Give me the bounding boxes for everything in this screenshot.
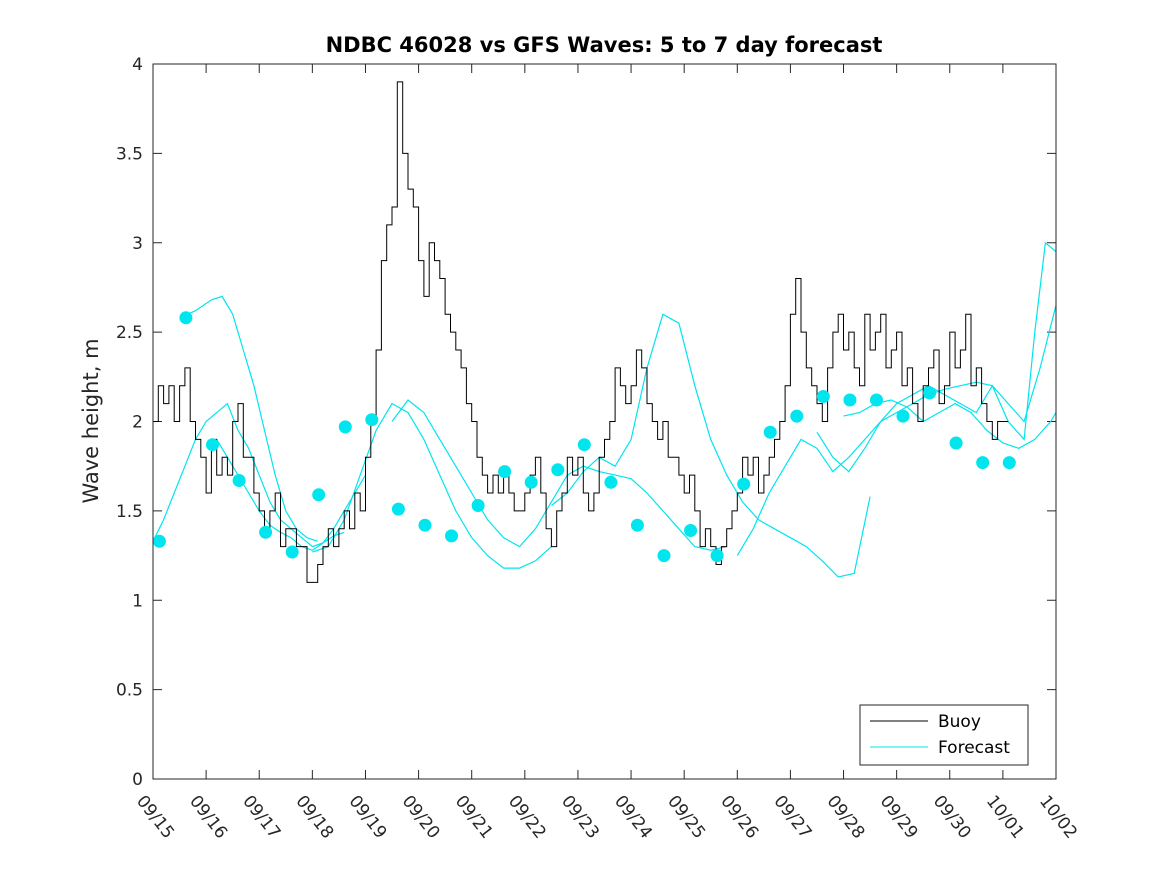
forecast-marker: [923, 386, 937, 400]
y-tick-label: 4: [132, 55, 143, 75]
x-tick-label: 09/22: [504, 792, 550, 843]
x-tick-label: 09/20: [398, 792, 444, 843]
y-tick-label: 0: [132, 770, 143, 790]
forecast-marker: [949, 436, 963, 450]
forecast-marker: [604, 475, 618, 489]
forecast-marker: [551, 463, 565, 477]
forecast-marker: [1002, 456, 1016, 470]
forecast-series-line: [551, 313, 871, 578]
chart-title: NDBC 46028 vs GFS Waves: 5 to 7 day fore…: [326, 33, 883, 57]
x-tick-label: 09/23: [557, 792, 603, 843]
x-tick-label: 10/01: [982, 792, 1028, 843]
forecast-marker: [365, 413, 379, 427]
forecast-marker: [312, 488, 326, 502]
forecast-marker: [684, 524, 698, 537]
forecast-marker: [630, 518, 644, 532]
y-tick-labels: 0 0.5 1 1.5 2 2.5 3 3.5 4: [116, 55, 143, 790]
x-tick-label: 09/17: [238, 792, 284, 843]
forecast-marker: [259, 525, 273, 539]
forecast-marker: [763, 425, 777, 439]
y-tick-label: 3.5: [116, 144, 143, 164]
forecast-series-line: [391, 399, 727, 551]
y-tick-label: 3: [132, 234, 143, 254]
x-tick-label: 09/27: [769, 792, 815, 843]
x-tick-label: 09/25: [663, 792, 709, 843]
forecast-marker: [737, 477, 751, 491]
plot-frame: [152, 63, 1057, 780]
forecast-marker: [391, 502, 405, 516]
forecast-marker: [577, 438, 591, 452]
forecast-series-line: [736, 305, 1057, 556]
y-tick-label: 0.5: [116, 681, 143, 701]
forecast-marker: [524, 475, 538, 489]
forecast-marker: [976, 456, 990, 470]
y-axis-label: Wave height, m: [79, 338, 103, 503]
y-tick-label: 2.5: [116, 323, 143, 343]
x-tick-labels: 09/15 09/16 09/17 09/18 09/19 09/20 09/21 09/22…: [132, 792, 1081, 843]
forecast-marker: [179, 311, 193, 325]
forecast-marker: [152, 534, 166, 548]
forecast-marker: [445, 529, 458, 543]
forecast-marker: [657, 549, 671, 563]
legend-box: [859, 704, 1029, 766]
forecast-marker: [896, 409, 910, 423]
y-tick-label: 2: [132, 413, 143, 433]
x-tick-label: 09/18: [291, 792, 337, 843]
forecast-marker: [870, 393, 883, 407]
x-tick-label: 09/16: [185, 792, 231, 843]
forecast-marker: [418, 518, 432, 532]
x-tick-label: 09/19: [345, 792, 391, 843]
buoy-series-line: [153, 81, 1009, 583]
forecast-marker: [790, 409, 804, 423]
y-tick-label: 1.5: [116, 502, 143, 522]
x-tick-label: 09/15: [132, 792, 178, 843]
forecast-series-line: [152, 402, 345, 548]
x-tick-label: 10/02: [1035, 792, 1081, 843]
legend-forecast-label: Forecast: [938, 738, 1010, 758]
forecast-series-line: [312, 402, 552, 569]
x-tick-label: 09/30: [929, 792, 975, 843]
legend: Buoy Forecast: [859, 704, 1029, 766]
forecast-marker: [498, 465, 512, 479]
y-tick-label: 1: [132, 591, 143, 611]
forecast-marker: [285, 545, 299, 559]
forecast-marker: [471, 499, 485, 512]
forecast-marker: [710, 549, 724, 563]
series-layer: [152, 81, 1057, 583]
forecast-marker: [206, 438, 219, 452]
x-tick-label: 09/29: [876, 792, 922, 843]
forecast-marker: [338, 420, 352, 434]
x-tick-label: 09/21: [451, 792, 497, 843]
legend-buoy-label: Buoy: [938, 712, 981, 732]
x-tick-label: 09/26: [716, 792, 762, 843]
forecast-marker: [232, 474, 246, 487]
x-tick-label: 09/24: [610, 792, 656, 843]
x-tick-label: 09/28: [823, 792, 869, 843]
forecast-marker: [843, 393, 857, 407]
forecast-marker: [816, 390, 830, 403]
